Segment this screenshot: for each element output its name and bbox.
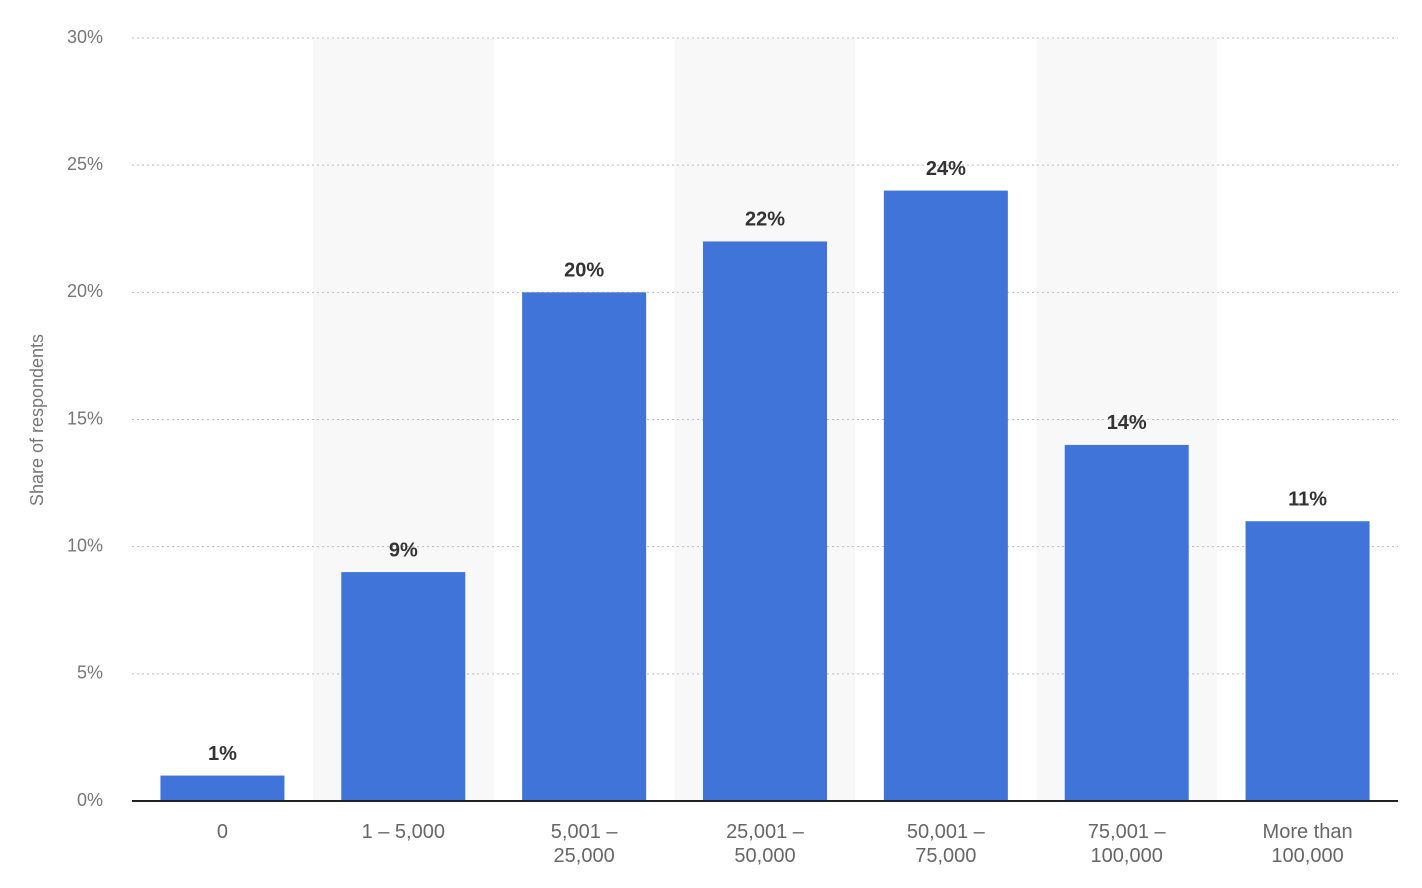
y-tick-label: 0% xyxy=(77,790,103,810)
x-tick-label: 0 xyxy=(216,821,228,843)
bar xyxy=(883,190,1008,802)
y-tick-label: 5% xyxy=(77,663,103,683)
y-tick-label: 10% xyxy=(67,535,103,555)
data-label: 14% xyxy=(1107,412,1147,434)
x-tick-label: 75,001 – 100,000 xyxy=(1087,821,1166,867)
bar xyxy=(1245,521,1370,801)
bar xyxy=(1064,444,1189,801)
data-label: 9% xyxy=(389,539,418,561)
bar xyxy=(160,775,285,801)
bar xyxy=(522,292,647,801)
y-tick-label: 20% xyxy=(67,281,103,301)
x-tick-label: More than 100,000 xyxy=(1262,821,1353,867)
x-tick-label: 25,001 – 50,000 xyxy=(726,821,804,867)
bar xyxy=(341,572,466,801)
data-label: 24% xyxy=(926,158,966,180)
y-axis-title: Share of respondents xyxy=(27,334,47,506)
y-tick-label: 15% xyxy=(67,408,103,428)
x-tick-label: 50,001 – 75,000 xyxy=(906,821,985,867)
data-label: 22% xyxy=(745,209,785,231)
y-tick-label: 25% xyxy=(67,154,103,174)
bar xyxy=(703,241,827,801)
x-tick-label: 5,001 – 25,000 xyxy=(550,821,618,867)
data-label: 1% xyxy=(208,743,237,765)
y-tick-label: 30% xyxy=(67,27,103,47)
x-tick-label: 1 – 5,000 xyxy=(361,821,445,843)
data-label: 20% xyxy=(564,260,604,282)
data-label: 11% xyxy=(1288,489,1327,511)
